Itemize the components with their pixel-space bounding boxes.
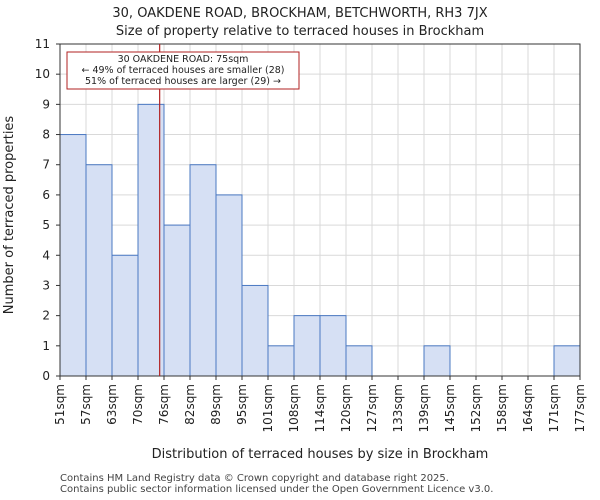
x-tick-label: 101sqm — [261, 384, 275, 432]
annotation-line3: 51% of terraced houses are larger (29) → — [85, 76, 281, 87]
bar-51sqm — [59, 134, 87, 377]
y-tick-label: 11 — [35, 37, 50, 51]
y-tick-label: 0 — [42, 369, 50, 383]
bar-95sqm — [241, 284, 269, 377]
x-tick-label: 63sqm — [105, 384, 119, 425]
x-axis-label: Distribution of terraced houses by size … — [152, 447, 489, 462]
bar-82sqm — [189, 164, 217, 377]
x-tick-label: 89sqm — [209, 384, 223, 425]
x-tick-label: 127sqm — [365, 384, 379, 432]
bar-101sqm — [267, 345, 295, 377]
x-tick-label: 133sqm — [391, 384, 405, 432]
x-tick-label: 120sqm — [339, 384, 353, 432]
annotation-border — [66, 51, 300, 90]
annotation-line1: 30 OAKDENE ROAD: 75sqm — [118, 54, 249, 65]
y-tick-label: 5 — [42, 218, 50, 232]
bar-63sqm — [111, 254, 139, 377]
bar-120sqm — [345, 345, 373, 377]
bar-171sqm — [553, 345, 581, 377]
x-tick-label: 108sqm — [287, 384, 301, 432]
x-tick-label: 70sqm — [131, 384, 145, 425]
x-tick-label: 114sqm — [313, 384, 327, 432]
annotation-line2: ← 49% of terraced houses are smaller (28… — [81, 65, 284, 76]
bar-57sqm — [85, 164, 113, 377]
bar-89sqm — [215, 194, 243, 377]
x-tick-label: 145sqm — [443, 384, 457, 432]
x-tick-label: 82sqm — [183, 384, 197, 425]
x-tick-label: 177sqm — [573, 384, 587, 432]
y-axis-label: Number of terraced properties — [2, 116, 17, 315]
histogram-chart: 30, OAKDENE ROAD, BROCKHAM, BETCHWORTH, … — [2, 6, 587, 462]
x-tick-label: 95sqm — [235, 384, 249, 425]
annotation-box: 30 OAKDENE ROAD: 75sqm ← 49% of terraced… — [66, 51, 300, 90]
y-tick-label: 10 — [35, 67, 50, 81]
y-tick-label: 1 — [42, 339, 50, 353]
bar-76sqm — [163, 224, 191, 377]
y-tick-label: 2 — [42, 309, 50, 323]
footer-line2: Contains public sector information licen… — [60, 484, 494, 495]
x-tick-label: 164sqm — [521, 384, 535, 432]
x-axis-ticks: 51sqm 57sqm 63sqm 70sqm 76sqm 82sqm 89sqm 95sqm… — [53, 376, 587, 432]
x-tick-label: 171sqm — [547, 384, 561, 432]
x-tick-label: 51sqm — [53, 384, 67, 425]
x-tick-label: 152sqm — [469, 384, 483, 432]
x-tick-label: 158sqm — [495, 384, 509, 432]
y-tick-label: 6 — [42, 188, 50, 202]
chart-title-line2: Size of property relative to terraced ho… — [116, 24, 484, 39]
y-tick-label: 7 — [42, 158, 50, 172]
y-tick-label: 9 — [42, 97, 50, 111]
footer-line1: Contains HM Land Registry data © Crown c… — [60, 473, 449, 484]
bars — [59, 103, 581, 377]
y-tick-label: 4 — [42, 248, 50, 262]
bar-139sqm — [423, 345, 451, 377]
bar-114sqm — [319, 315, 347, 377]
x-tick-label: 76sqm — [157, 384, 171, 425]
y-tick-label: 8 — [42, 128, 50, 142]
x-tick-label: 57sqm — [79, 384, 93, 425]
chart-title-line1: 30, OAKDENE ROAD, BROCKHAM, BETCHWORTH, … — [112, 6, 487, 21]
plot-frame — [59, 43, 581, 377]
bar-108sqm — [293, 315, 321, 377]
x-tick-label: 139sqm — [417, 384, 431, 432]
y-axis-ticks: 0 1 2 3 4 5 6 7 8 9 10 11 — [35, 37, 60, 383]
y-tick-label: 3 — [42, 278, 50, 292]
